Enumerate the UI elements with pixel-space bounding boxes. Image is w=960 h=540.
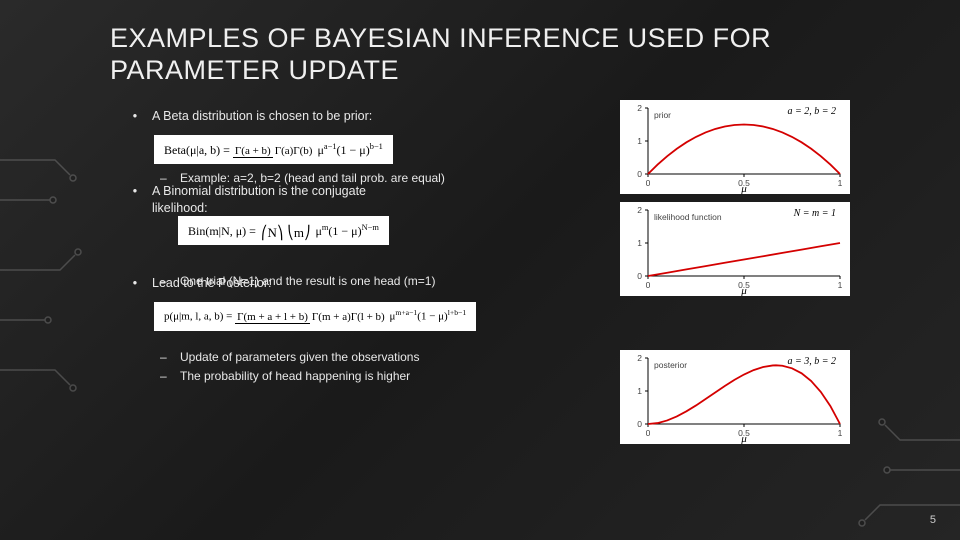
bullet-3-sub2-text: The probability of head happening is hig…: [180, 368, 410, 384]
svg-text:μ: μ: [740, 433, 747, 444]
chart-likelihood: 01200.51μN = m = 1likelihood function: [620, 202, 850, 296]
dash-icon: –: [160, 273, 170, 289]
svg-text:1: 1: [838, 178, 843, 188]
bullet-3-sub1-text: Update of parameters given the observati…: [180, 349, 419, 365]
bullet-3-sub2: – The probability of head happening is h…: [160, 368, 550, 384]
svg-text:prior: prior: [654, 110, 671, 120]
bullet-2-text-l1: A Binomial distribution is the conjugate: [152, 184, 366, 198]
bullet-dot-icon: •: [130, 183, 140, 217]
svg-text:1: 1: [637, 136, 642, 146]
svg-text:0: 0: [646, 428, 651, 438]
svg-text:N = m = 1: N = m = 1: [793, 208, 836, 219]
svg-text:2: 2: [637, 205, 642, 215]
svg-text:2: 2: [637, 353, 642, 363]
formula-binomial: Bin(m|N, μ) = ⎛N⎞⎝m⎠ μm(1 − μ)N−m: [178, 216, 389, 245]
circuit-decoration-left: [0, 120, 90, 420]
bullet-3-group: – One trial (N=1) and the result is one …: [130, 275, 550, 292]
bullet-1: • A Beta distribution is chosen to be pr…: [130, 108, 550, 125]
dash-icon: –: [160, 368, 170, 384]
bullet-dot-icon: •: [130, 108, 140, 125]
bullet-1-text: A Beta distribution is chosen to be prio…: [152, 108, 372, 125]
page-number: 5: [930, 514, 936, 526]
svg-text:0: 0: [637, 419, 642, 429]
svg-text:1: 1: [637, 238, 642, 248]
svg-text:1: 1: [637, 386, 642, 396]
svg-text:0: 0: [637, 169, 642, 179]
formula-beta: Beta(μ|a, b) = Γ(a + b)Γ(a)Γ(b) μa−1(1 −…: [154, 135, 393, 164]
formula-posterior: p(μ|m, l, a, b) = Γ(m + a + l + b)Γ(m + …: [154, 302, 476, 331]
chart-prior: 01200.51μa = 2, b = 2prior: [620, 100, 850, 194]
slide-title: EXAMPLES OF BAYESIAN INFERENCE USED FOR …: [110, 22, 870, 87]
svg-text:0: 0: [637, 271, 642, 281]
charts-panel: 01200.51μa = 2, b = 2prior 01200.51μN = …: [620, 100, 860, 444]
svg-text:2: 2: [637, 103, 642, 113]
svg-text:posterior: posterior: [654, 360, 687, 370]
content-body: • A Beta distribution is chosen to be pr…: [130, 108, 550, 387]
svg-text:a = 2, b = 2: a = 2, b = 2: [788, 106, 837, 117]
svg-text:μ: μ: [740, 183, 747, 194]
bullet-dot-icon: •: [130, 275, 140, 292]
bullet-2-text-l2: likelihood:: [152, 201, 208, 215]
svg-text:likelihood function: likelihood function: [654, 212, 722, 222]
dash-icon: –: [160, 349, 170, 365]
svg-text:1: 1: [838, 280, 843, 290]
svg-text:μ: μ: [740, 285, 747, 296]
bullet-2: • A Binomial distribution is the conjuga…: [130, 183, 550, 217]
svg-text:a = 3, b = 2: a = 3, b = 2: [788, 356, 837, 367]
svg-text:1: 1: [838, 428, 843, 438]
bullet-3-sub1: – Update of parameters given the observa…: [160, 349, 550, 365]
bullet-2-sub-text: One trial (N=1) and the result is one he…: [180, 273, 435, 289]
chart-posterior: 01200.51μa = 3, b = 2posterior: [620, 350, 850, 444]
svg-text:0: 0: [646, 280, 651, 290]
bullet-2-sub: – One trial (N=1) and the result is one …: [160, 273, 435, 289]
svg-text:0: 0: [646, 178, 651, 188]
